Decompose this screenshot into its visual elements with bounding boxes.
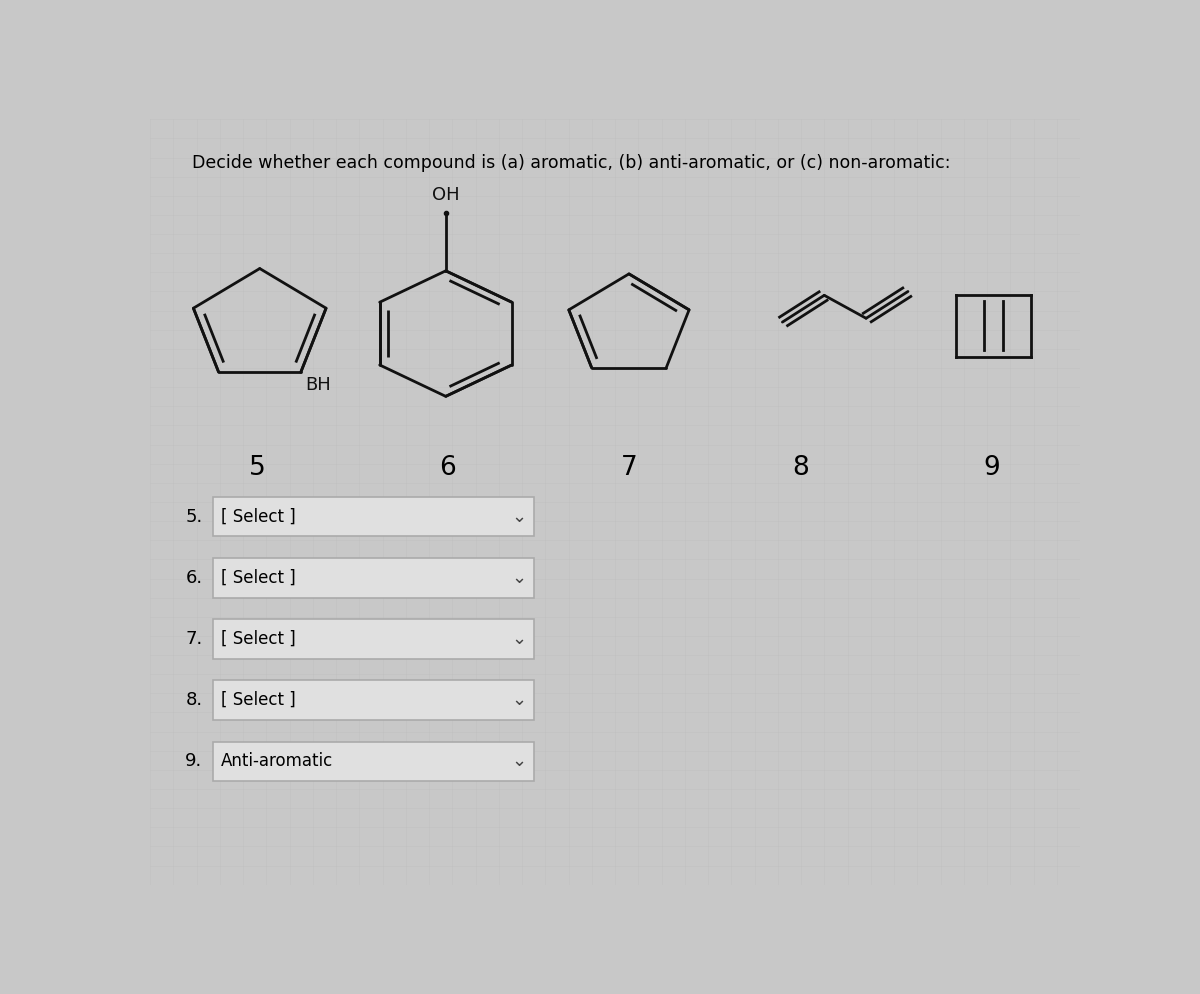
- FancyBboxPatch shape: [214, 497, 534, 537]
- Text: 8.: 8.: [185, 691, 203, 709]
- FancyBboxPatch shape: [214, 742, 534, 781]
- Text: [ Select ]: [ Select ]: [221, 691, 295, 709]
- FancyBboxPatch shape: [214, 619, 534, 659]
- Text: 6: 6: [439, 454, 456, 480]
- Text: BH: BH: [305, 376, 331, 395]
- Text: 6.: 6.: [185, 569, 203, 586]
- Text: [ Select ]: [ Select ]: [221, 630, 295, 648]
- Text: Decide whether each compound is (a) aromatic, (b) anti-aromatic, or (c) non-arom: Decide whether each compound is (a) arom…: [192, 154, 950, 172]
- Text: 9: 9: [983, 454, 1000, 480]
- Text: ⌄: ⌄: [511, 508, 527, 526]
- Text: [ Select ]: [ Select ]: [221, 569, 295, 586]
- Text: 5: 5: [248, 454, 265, 480]
- Text: ⌄: ⌄: [511, 691, 527, 709]
- Text: 5.: 5.: [185, 508, 203, 526]
- Text: [ Select ]: [ Select ]: [221, 508, 295, 526]
- Text: Anti-aromatic: Anti-aromatic: [221, 752, 332, 770]
- Text: ⌄: ⌄: [511, 569, 527, 586]
- Text: OH: OH: [432, 186, 460, 204]
- Text: ⌄: ⌄: [511, 630, 527, 648]
- Text: 8: 8: [793, 454, 809, 480]
- Text: 7.: 7.: [185, 630, 203, 648]
- FancyBboxPatch shape: [214, 680, 534, 720]
- Text: 7: 7: [620, 454, 637, 480]
- FancyBboxPatch shape: [214, 558, 534, 597]
- Text: 9.: 9.: [185, 752, 203, 770]
- Text: ⌄: ⌄: [511, 752, 527, 770]
